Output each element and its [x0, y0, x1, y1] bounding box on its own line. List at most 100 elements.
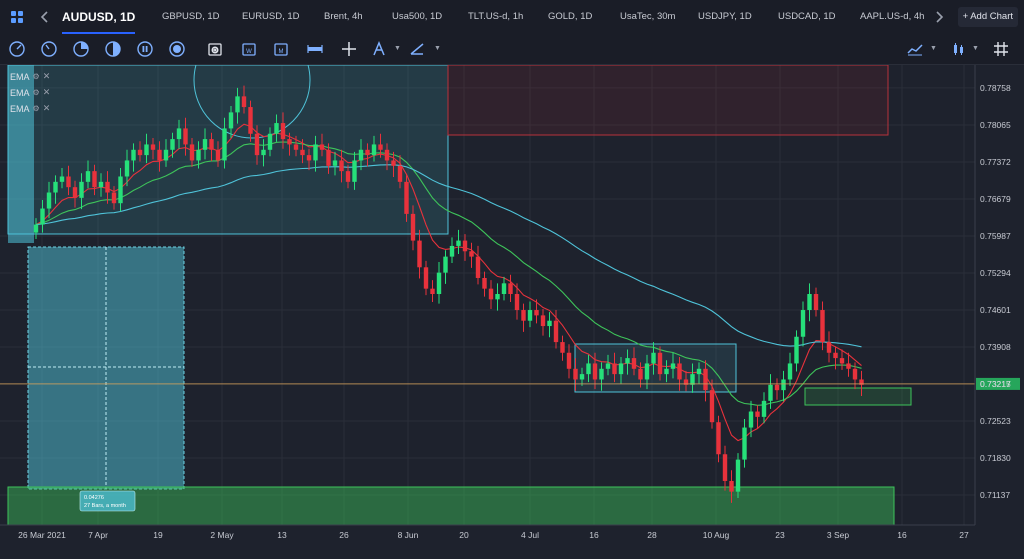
- candle-body: [592, 363, 598, 380]
- candle-body: [378, 144, 383, 150]
- candle-body: [293, 144, 299, 150]
- calendar-month-icon[interactable]: M: [270, 38, 292, 60]
- candle-body: [33, 224, 39, 233]
- tab-usatec-30m[interactable]: UsaTec, 30m: [620, 11, 676, 22]
- time-axis-label: 23: [775, 530, 785, 540]
- settings-icon[interactable]: ⚙: [32, 72, 40, 81]
- chevron-down-icon[interactable]: ▼: [930, 45, 937, 52]
- ema-label: EMA: [10, 87, 30, 98]
- candle-body: [352, 160, 357, 182]
- settings-icon[interactable]: ⚙: [32, 104, 40, 113]
- pie-icon[interactable]: [70, 38, 92, 60]
- close-icon[interactable]: ✕: [42, 87, 51, 97]
- tab-usdjpy-1d[interactable]: USDJPY, 1D: [698, 11, 752, 22]
- time-axis-label: 27: [959, 530, 969, 540]
- half-circle-icon[interactable]: [102, 38, 124, 60]
- candle-body: [482, 277, 487, 289]
- range-icon[interactable]: [304, 38, 326, 60]
- candles-icon[interactable]: [948, 38, 970, 60]
- time-axis-label: 2 May: [210, 530, 234, 540]
- candle-body: [46, 192, 52, 209]
- chart-canvas[interactable]: 0.73217 0.04276 27 Bars, a month 0.78758 0.…: [0, 21, 1024, 554]
- candle-body: [651, 352, 656, 364]
- candle-body: [683, 379, 689, 385]
- candle-body: [397, 165, 403, 182]
- calendar-week-icon[interactable]: W: [238, 38, 260, 60]
- chart-type-icon[interactable]: [904, 38, 926, 60]
- scroll-left-icon[interactable]: [34, 6, 56, 28]
- candle-body: [488, 288, 494, 300]
- grid-hash-icon[interactable]: [990, 38, 1012, 60]
- candle-body: [657, 352, 663, 375]
- close-icon[interactable]: ✕: [42, 71, 51, 81]
- candle-body: [79, 181, 84, 198]
- settings-icon[interactable]: ⚙: [32, 88, 40, 97]
- scroll-right-icon[interactable]: [928, 6, 950, 28]
- candle-body: [839, 358, 845, 364]
- svg-text:M: M: [279, 49, 284, 55]
- tab-aapl-us-d-4h[interactable]: AAPL.US-d, 4h: [860, 11, 925, 22]
- price-chart[interactable]: 0.73217 0.04276 27 Bars, a month 0.78758 0.…: [0, 21, 1024, 554]
- candle-body: [280, 123, 286, 140]
- ruler-icon[interactable]: [406, 38, 428, 60]
- candle-body: [235, 96, 240, 113]
- gauge-icon[interactable]: [38, 38, 60, 60]
- crosshair-circle-icon[interactable]: [6, 38, 28, 60]
- candle-body: [508, 283, 513, 295]
- tab-tlt-us-d-1h[interactable]: TLT.US-d, 1h: [468, 11, 524, 22]
- chevron-down-icon[interactable]: ▼: [972, 45, 979, 52]
- ema-indicator-legend[interactable]: EMA ⚙ ✕: [10, 103, 50, 114]
- tab-usdcad-1d[interactable]: USDCAD, 1D: [778, 11, 836, 22]
- time-axis-label: 10 Aug: [703, 530, 730, 540]
- layout-grid-icon[interactable]: [6, 6, 28, 28]
- candle-body: [183, 128, 188, 145]
- tab-usa500-1d[interactable]: Usa500, 1D: [392, 11, 443, 22]
- tab-gbpusd-1d[interactable]: GBPUSD, 1D: [162, 11, 220, 22]
- time-axis-label: 20: [459, 530, 469, 540]
- candle-body: [469, 251, 474, 257]
- candle-body: [66, 176, 71, 188]
- time-axis-label: 7 Apr: [88, 530, 108, 540]
- candle-body: [423, 267, 429, 289]
- candle-body: [768, 384, 773, 401]
- candle-body: [664, 368, 669, 375]
- candle-body: [748, 411, 754, 428]
- add-chart-button[interactable]: + Add Chart: [957, 7, 1018, 27]
- chevron-down-icon[interactable]: ▼: [394, 45, 401, 52]
- ema-indicator-legend[interactable]: EMA ⚙ ✕: [10, 71, 50, 82]
- measure-label-bars: 27 Bars, a month: [84, 503, 126, 509]
- tab-audusd-1d[interactable]: AUDUSD, 1D: [62, 0, 136, 34]
- candle-body: [566, 352, 572, 369]
- candle-body: [170, 139, 175, 150]
- chevron-down-icon[interactable]: ▼: [434, 45, 441, 52]
- tab-eurusd-1d[interactable]: EURUSD, 1D: [242, 11, 300, 22]
- zone-rectangle: [7, 486, 895, 526]
- pause-circle-icon[interactable]: [134, 38, 156, 60]
- ema-indicator-legend[interactable]: EMA ⚙ ✕: [10, 87, 50, 98]
- pitchfork-icon[interactable]: [368, 38, 390, 60]
- candle-body: [560, 342, 565, 353]
- tab-gold-1d[interactable]: GOLD, 1D: [548, 11, 593, 22]
- tab-brent-4h[interactable]: Brent, 4h: [324, 11, 363, 22]
- close-icon[interactable]: ✕: [42, 103, 51, 113]
- candle-body: [813, 294, 819, 311]
- price-axis-label: 0.76679: [980, 194, 1011, 204]
- candle-body: [85, 171, 91, 182]
- candle-body: [72, 187, 78, 198]
- candle-body: [846, 363, 851, 369]
- candle-body: [605, 363, 611, 369]
- calendar-day-icon[interactable]: D: [204, 38, 226, 60]
- candle-body: [417, 240, 422, 268]
- candle-body: [391, 160, 396, 166]
- current-price-badge: [976, 377, 1020, 390]
- candle-body: [742, 427, 747, 460]
- crosshair-icon[interactable]: [338, 38, 360, 60]
- price-axis-label: 0.77372: [980, 157, 1011, 167]
- candle-body: [820, 310, 825, 343]
- candle-body: [124, 160, 130, 177]
- price-axis-label: 0.73215: [980, 379, 1011, 389]
- record-circle-icon[interactable]: [166, 38, 188, 60]
- candle-body: [410, 213, 416, 241]
- ema-label: EMA: [10, 71, 30, 82]
- zone-rectangle: [8, 65, 34, 243]
